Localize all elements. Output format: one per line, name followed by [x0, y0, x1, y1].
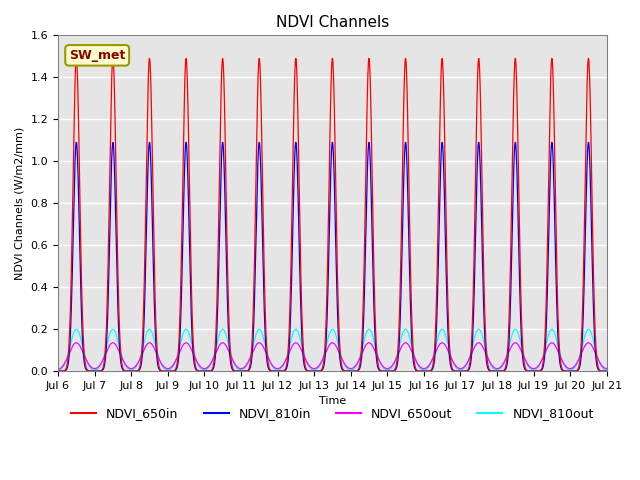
NDVI_650in [72, 65, 79, 71]
NDVI_810out [603, 367, 611, 373]
Text: SW_met: SW_met [69, 49, 125, 62]
NDVI_810in [186, 256, 194, 262]
NDVI_810in [72, 147, 79, 153]
NDVI_810out [54, 368, 62, 373]
Line: NDVI_810out: NDVI_810out [58, 329, 607, 371]
Y-axis label: NDVI Channels (W/m2/mm): NDVI Channels (W/m2/mm) [15, 127, 25, 280]
NDVI_650out [530, 366, 538, 372]
NDVI_650in [54, 368, 62, 374]
Line: NDVI_650in: NDVI_650in [58, 59, 607, 371]
NDVI_650out [114, 346, 122, 351]
NDVI_810in [114, 303, 122, 309]
NDVI_810out [530, 367, 538, 373]
NDVI_810out [186, 333, 194, 339]
NDVI_650out [186, 343, 194, 349]
NDVI_810out [344, 366, 352, 372]
Legend: NDVI_650in, NDVI_810in, NDVI_650out, NDVI_810out: NDVI_650in, NDVI_810in, NDVI_650out, NDV… [66, 402, 598, 425]
NDVI_810in [603, 368, 611, 374]
NDVI_810out [584, 326, 592, 332]
NDVI_810out [72, 326, 79, 332]
NDVI_650in [175, 348, 182, 353]
NDVI_810in [344, 368, 352, 374]
NDVI_810in [54, 368, 62, 374]
Line: NDVI_810in: NDVI_810in [58, 143, 607, 371]
NDVI_810in [175, 357, 182, 363]
NDVI_810in [72, 140, 80, 145]
NDVI_650in [186, 203, 194, 209]
X-axis label: Time: Time [319, 396, 346, 407]
NDVI_650out [54, 367, 62, 373]
NDVI_650out [584, 340, 592, 346]
NDVI_810out [175, 348, 182, 354]
NDVI_650in [72, 56, 80, 61]
NDVI_650out [603, 366, 611, 372]
Title: NDVI Channels: NDVI Channels [276, 15, 389, 30]
NDVI_650out [344, 365, 352, 371]
NDVI_650in [344, 368, 352, 374]
NDVI_650out [72, 340, 79, 346]
Line: NDVI_650out: NDVI_650out [58, 343, 607, 370]
NDVI_650in [603, 368, 611, 374]
NDVI_650in [114, 267, 122, 273]
NDVI_650in [530, 368, 538, 374]
NDVI_650out [175, 352, 182, 358]
NDVI_810out [114, 337, 122, 343]
NDVI_810in [530, 368, 538, 374]
